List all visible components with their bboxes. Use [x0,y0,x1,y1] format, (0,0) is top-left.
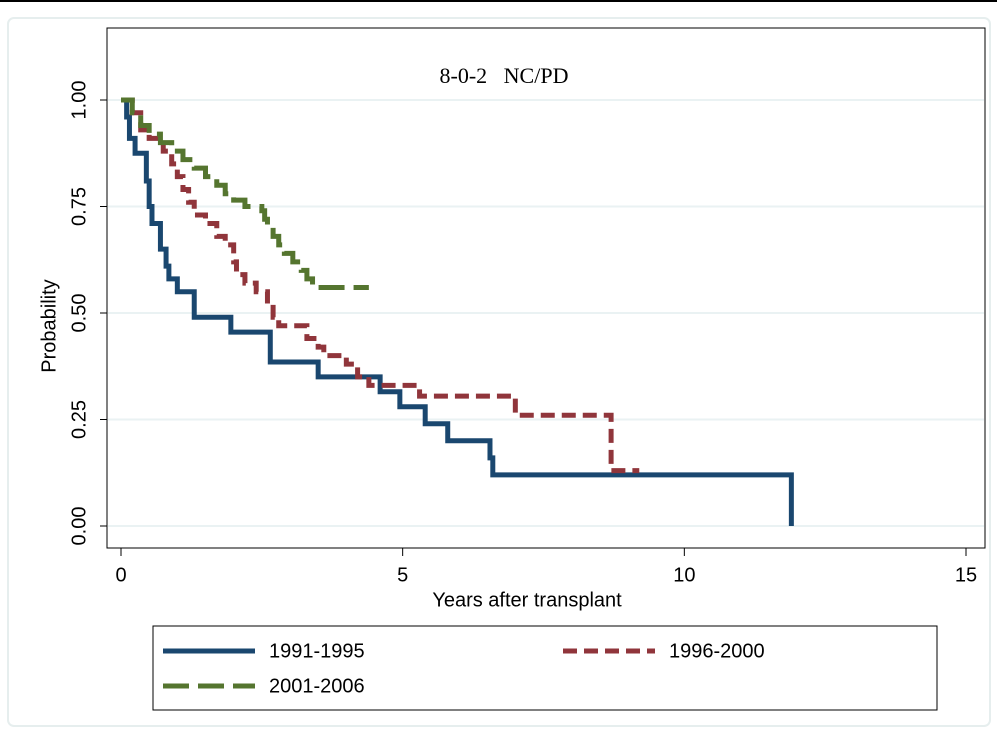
top-bar [0,0,997,2]
y-tick-label: 0.25 [68,400,90,439]
y-axis-label: Probability [38,279,60,372]
grid [108,99,984,527]
x-tick-label: 10 [673,564,695,586]
x-tick-label: 5 [397,564,408,586]
chart-title: 8-0-2 NC/PD [440,63,569,88]
legend-label: 1996-2000 [669,640,765,662]
survival-line [121,97,794,526]
survival-line [121,97,369,290]
survival-line [121,97,640,474]
x-tick-label: 0 [115,564,126,586]
plot-frame [106,27,986,549]
x-axis-label: Years after transplant [432,589,622,611]
y-tick-label: 0.00 [68,507,90,546]
y-tick-label: 0.75 [68,187,90,226]
x-tick-label: 15 [955,564,977,586]
y-tick-label: 1.00 [68,81,90,120]
series-group [121,97,794,526]
legend: 1991-1995 1996-2000 2001-2006 [163,640,765,697]
legend-box [152,625,938,711]
y-tick-label: 0.50 [68,294,90,333]
legend-label: 1991-1995 [269,640,365,662]
legend-label: 2001-2006 [269,675,365,697]
